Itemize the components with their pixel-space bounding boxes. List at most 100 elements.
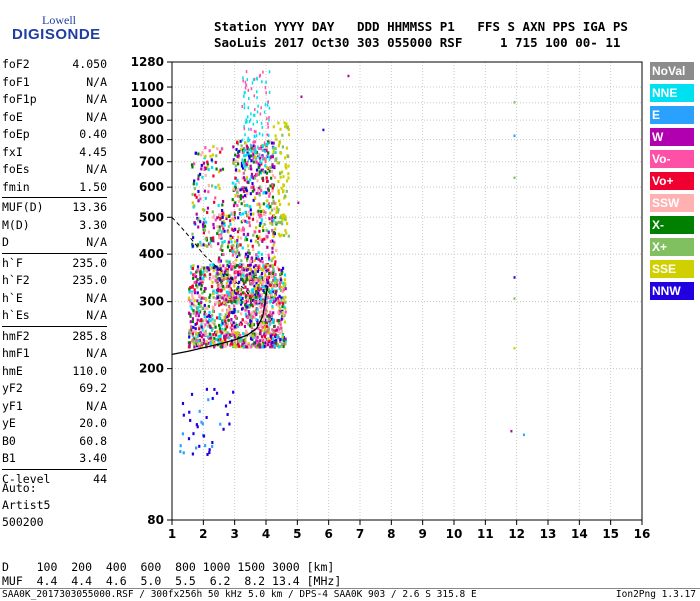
- echo-point: [190, 163, 194, 167]
- echo-point: [220, 276, 223, 280]
- echo-point: [252, 78, 255, 82]
- echo-point: [243, 164, 246, 168]
- echo-point: [256, 284, 259, 288]
- outlier-point: [513, 101, 516, 104]
- echo-point: [206, 162, 209, 166]
- param-row-fmin: fmin 1.50: [2, 179, 107, 197]
- echo-point: [268, 118, 270, 122]
- echo-point: [282, 316, 285, 320]
- echo-point: [262, 298, 266, 302]
- echo-point: [204, 196, 207, 200]
- echo-point: [279, 340, 282, 344]
- echo-point: [265, 91, 267, 95]
- echo-point: [264, 321, 267, 325]
- echo-point: [238, 272, 242, 276]
- echo-point: [271, 163, 274, 167]
- echo-point: [198, 282, 201, 286]
- x-tick-label: 12: [508, 527, 525, 541]
- echo-point: [212, 239, 215, 243]
- echo-point: [213, 319, 216, 323]
- echo-point: [251, 189, 254, 193]
- echo-point: [233, 262, 236, 266]
- echo-point: [222, 264, 225, 268]
- echo-point: [200, 335, 203, 339]
- echo-point: [191, 332, 194, 336]
- echo-point: [246, 78, 249, 82]
- echo-point: [272, 300, 275, 304]
- echo-point: [181, 401, 185, 405]
- echo-point: [250, 149, 253, 153]
- echo-point: [222, 213, 226, 217]
- echo-point: [224, 344, 228, 348]
- echo-point: [245, 187, 248, 191]
- echo-point: [256, 219, 259, 223]
- echo-point: [234, 228, 237, 232]
- param-name: D: [2, 235, 9, 249]
- echo-point: [238, 262, 242, 266]
- y-tick-label: 80: [147, 513, 164, 527]
- echo-point: [235, 323, 238, 327]
- echo-point: [274, 159, 277, 163]
- echo-point: [241, 148, 245, 152]
- param-name: foE: [2, 109, 23, 124]
- echo-point: [239, 288, 242, 292]
- echo-point: [255, 134, 258, 138]
- echo-point: [261, 239, 264, 243]
- echo-point: [225, 331, 228, 335]
- echo-point: [249, 324, 252, 328]
- echo-point: [210, 158, 213, 162]
- echo-point: [227, 318, 230, 322]
- echo-point: [277, 329, 280, 333]
- echo-point: [215, 301, 218, 305]
- echo-point: [202, 341, 205, 345]
- echo-point: [248, 345, 251, 349]
- echo-point: [258, 294, 261, 298]
- echo-point: [247, 159, 249, 163]
- echo-point: [246, 251, 250, 255]
- echo-point: [261, 133, 264, 137]
- echo-point: [235, 246, 238, 250]
- echo-point: [232, 292, 235, 296]
- echo-point: [247, 154, 251, 158]
- echo-point: [257, 166, 260, 170]
- echo-point: [247, 136, 249, 140]
- echo-point: [262, 315, 266, 319]
- echo-point: [238, 280, 241, 284]
- echo-point: [213, 200, 216, 204]
- echo-point: [267, 122, 269, 126]
- echo-point: [277, 191, 280, 195]
- echo-point: [237, 264, 240, 268]
- echo-point: [206, 244, 209, 248]
- echo-point: [287, 202, 290, 206]
- echo-point: [232, 248, 235, 252]
- echo-point: [232, 158, 235, 162]
- echo-point: [202, 161, 206, 165]
- param-value: N/A: [86, 308, 107, 322]
- param-row-foes: foEs N/A: [2, 161, 107, 179]
- echo-point: [270, 344, 273, 348]
- echo-point: [247, 88, 250, 92]
- echo-point: [271, 297, 274, 301]
- echo-point: [203, 315, 206, 319]
- echo-point: [281, 133, 284, 137]
- echo-point: [248, 156, 251, 160]
- echo-point: [209, 277, 212, 281]
- echo-point: [264, 271, 267, 275]
- echo-point: [229, 234, 232, 238]
- echo-point: [251, 289, 254, 293]
- echo-point: [279, 319, 282, 323]
- echo-point: [263, 291, 266, 295]
- echo-point: [244, 280, 247, 284]
- legend-item-vominus: Vo-: [650, 150, 694, 168]
- echo-point: [255, 150, 258, 154]
- echo-point: [213, 340, 216, 344]
- echo-point: [260, 218, 264, 222]
- echo-point: [239, 197, 242, 201]
- echo-point: [195, 344, 199, 348]
- echo-point: [272, 297, 275, 301]
- echo-point: [225, 290, 228, 294]
- echo-point: [257, 266, 260, 270]
- echo-point: [269, 284, 273, 288]
- echo-point: [269, 166, 272, 170]
- echo-point: [273, 262, 277, 266]
